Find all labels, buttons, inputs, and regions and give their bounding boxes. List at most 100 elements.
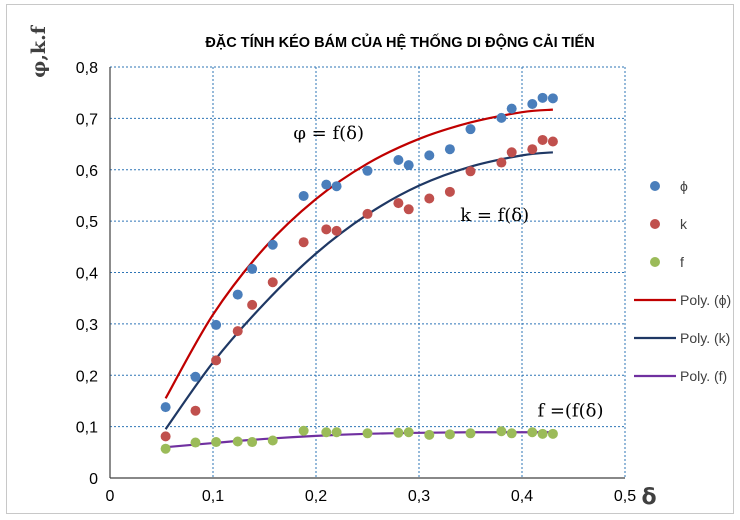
point-f	[232, 436, 243, 447]
tick-labels: 0 0,1 0,2 0,3 0,4 0,5 0 0,1 0,2 0,3 0,4 0,5 0,6 0,7 0,…	[76, 60, 636, 505]
point-phi	[403, 160, 414, 171]
point-phi	[190, 371, 201, 382]
point-k	[506, 147, 517, 158]
legend-label: Poly. (ϕ)	[680, 292, 731, 308]
trend-lines	[164, 108, 554, 449]
point-f	[298, 425, 309, 436]
point-k	[537, 134, 548, 145]
point-phi	[393, 154, 404, 165]
point-phi	[506, 103, 517, 114]
curve-annotation: φ = f(δ)	[293, 123, 364, 144]
y-tick-label: 0,1	[76, 420, 98, 437]
point-phi	[331, 181, 342, 192]
y-tick-label: 0,4	[76, 266, 98, 283]
point-k	[160, 431, 171, 442]
point-f	[247, 437, 258, 448]
point-k	[331, 225, 342, 236]
trend-line-polyk	[164, 151, 554, 430]
annotations: φ = f(δ) k = f(δ) f =(f(δ)	[293, 123, 603, 421]
x-tick-label: 0	[106, 488, 115, 505]
legend-marker	[650, 257, 660, 267]
legend-label: Poly. (k)	[680, 330, 730, 346]
point-phi	[527, 98, 538, 109]
point-f	[331, 427, 342, 438]
x-tick-label: 0,5	[614, 488, 636, 505]
point-f	[506, 428, 517, 439]
x-axis-label: δ	[641, 485, 656, 510]
point-f	[160, 443, 171, 454]
y-tick-label: 0,3	[76, 317, 98, 334]
point-phi	[362, 165, 373, 176]
point-f	[190, 437, 201, 448]
legend-label: f	[680, 254, 684, 270]
point-f	[496, 426, 507, 437]
point-f	[321, 427, 332, 438]
point-f	[547, 428, 558, 439]
point-phi	[232, 289, 243, 300]
point-k	[424, 193, 435, 204]
trend-line-polyf	[165, 431, 553, 449]
y-axis-label: φ,k.f	[28, 24, 50, 78]
point-k	[444, 186, 455, 197]
x-tick-label: 0,4	[511, 488, 533, 505]
curve-annotation: k = f(δ)	[460, 205, 529, 226]
point-phi	[160, 402, 171, 413]
point-k	[321, 224, 332, 235]
point-f	[267, 435, 278, 446]
point-f	[537, 428, 548, 439]
point-phi	[211, 319, 222, 330]
curve-annotation: f =(f(δ)	[537, 400, 603, 421]
point-k	[496, 157, 507, 168]
x-tick-label: 0,3	[408, 488, 430, 505]
point-f	[403, 427, 414, 438]
point-phi	[444, 144, 455, 155]
y-tick-label: 0,8	[76, 60, 98, 77]
point-f	[424, 429, 435, 440]
y-tick-label: 0,2	[76, 368, 98, 385]
point-phi	[267, 239, 278, 250]
point-k	[247, 299, 258, 310]
point-k	[267, 277, 278, 288]
point-phi	[321, 179, 332, 190]
point-f	[444, 429, 455, 440]
point-k	[211, 355, 222, 366]
point-f	[527, 427, 538, 438]
point-f	[211, 437, 222, 448]
legend-marker	[650, 181, 660, 191]
point-phi	[537, 92, 548, 103]
y-tick-label: 0,5	[76, 214, 98, 231]
point-phi	[424, 150, 435, 161]
point-k	[393, 198, 404, 209]
legend-label: ϕ	[680, 178, 688, 194]
y-tick-label: 0,7	[76, 111, 98, 128]
x-tick-label: 0,2	[305, 488, 327, 505]
point-f	[393, 427, 404, 438]
point-k	[362, 208, 373, 219]
point-phi	[496, 112, 507, 123]
point-k	[298, 237, 309, 248]
point-k	[403, 204, 414, 215]
data-points	[160, 92, 558, 454]
point-phi	[547, 93, 558, 104]
point-phi	[247, 263, 258, 274]
trend-line-poly	[164, 108, 553, 399]
legend-marker	[650, 219, 660, 229]
point-k	[465, 166, 476, 177]
y-tick-label: 0,6	[76, 163, 98, 180]
x-tick-label: 0,1	[202, 488, 224, 505]
point-phi	[298, 190, 309, 201]
point-f	[465, 428, 476, 439]
chart-title: ĐẶC TÍNH KÉO BÁM CỦA HỆ THỐNG DI ĐỘNG CẢ…	[205, 33, 594, 51]
legend: ϕ k f Poly. (ϕ) Poly. (k) Poly. (f)	[634, 178, 731, 384]
point-k	[547, 136, 558, 147]
axes	[109, 67, 625, 479]
point-phi	[465, 124, 476, 135]
point-k	[527, 144, 538, 155]
legend-label: k	[680, 216, 688, 232]
legend-label: Poly. (f)	[680, 368, 727, 384]
point-f	[362, 428, 373, 439]
point-k	[232, 326, 243, 337]
point-k	[190, 405, 201, 416]
y-tick-label: 0	[89, 471, 98, 488]
